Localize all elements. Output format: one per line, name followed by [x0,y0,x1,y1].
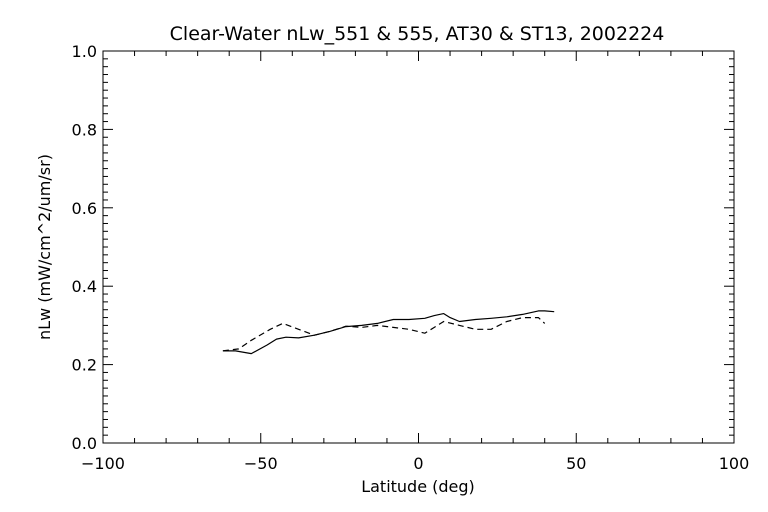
series-line-solid [222,310,555,355]
x-tick-labels: −100 −50 0 50 100 [81,454,749,473]
y-tick-label: 0.6 [72,199,97,218]
x-tick-label: −100 [81,454,125,473]
series-line-dashed [222,317,546,352]
y-tick-label: 0.0 [72,434,97,453]
y-tick-label: 0.8 [72,120,97,139]
y-tick-label: 0.2 [72,356,97,375]
y-tick-label: 0.4 [72,277,97,296]
y-tick-label: 1.0 [72,42,97,61]
series-group [222,310,555,355]
x-tick-label: −50 [244,454,278,473]
chart-title: Clear-Water nLw_551 & 555, AT30 & ST13, … [170,23,665,45]
x-tick-label: 100 [719,454,750,473]
x-tick-label: 50 [566,454,586,473]
x-axis-label: Latitude (deg) [361,477,475,496]
axis-ticks [102,50,735,444]
y-axis-label: nLw (mW/cm^2/um/sr) [35,154,54,340]
x-tick-label: 0 [413,454,423,473]
y-tick-labels: 0.0 0.2 0.4 0.6 0.8 1.0 [72,42,97,453]
